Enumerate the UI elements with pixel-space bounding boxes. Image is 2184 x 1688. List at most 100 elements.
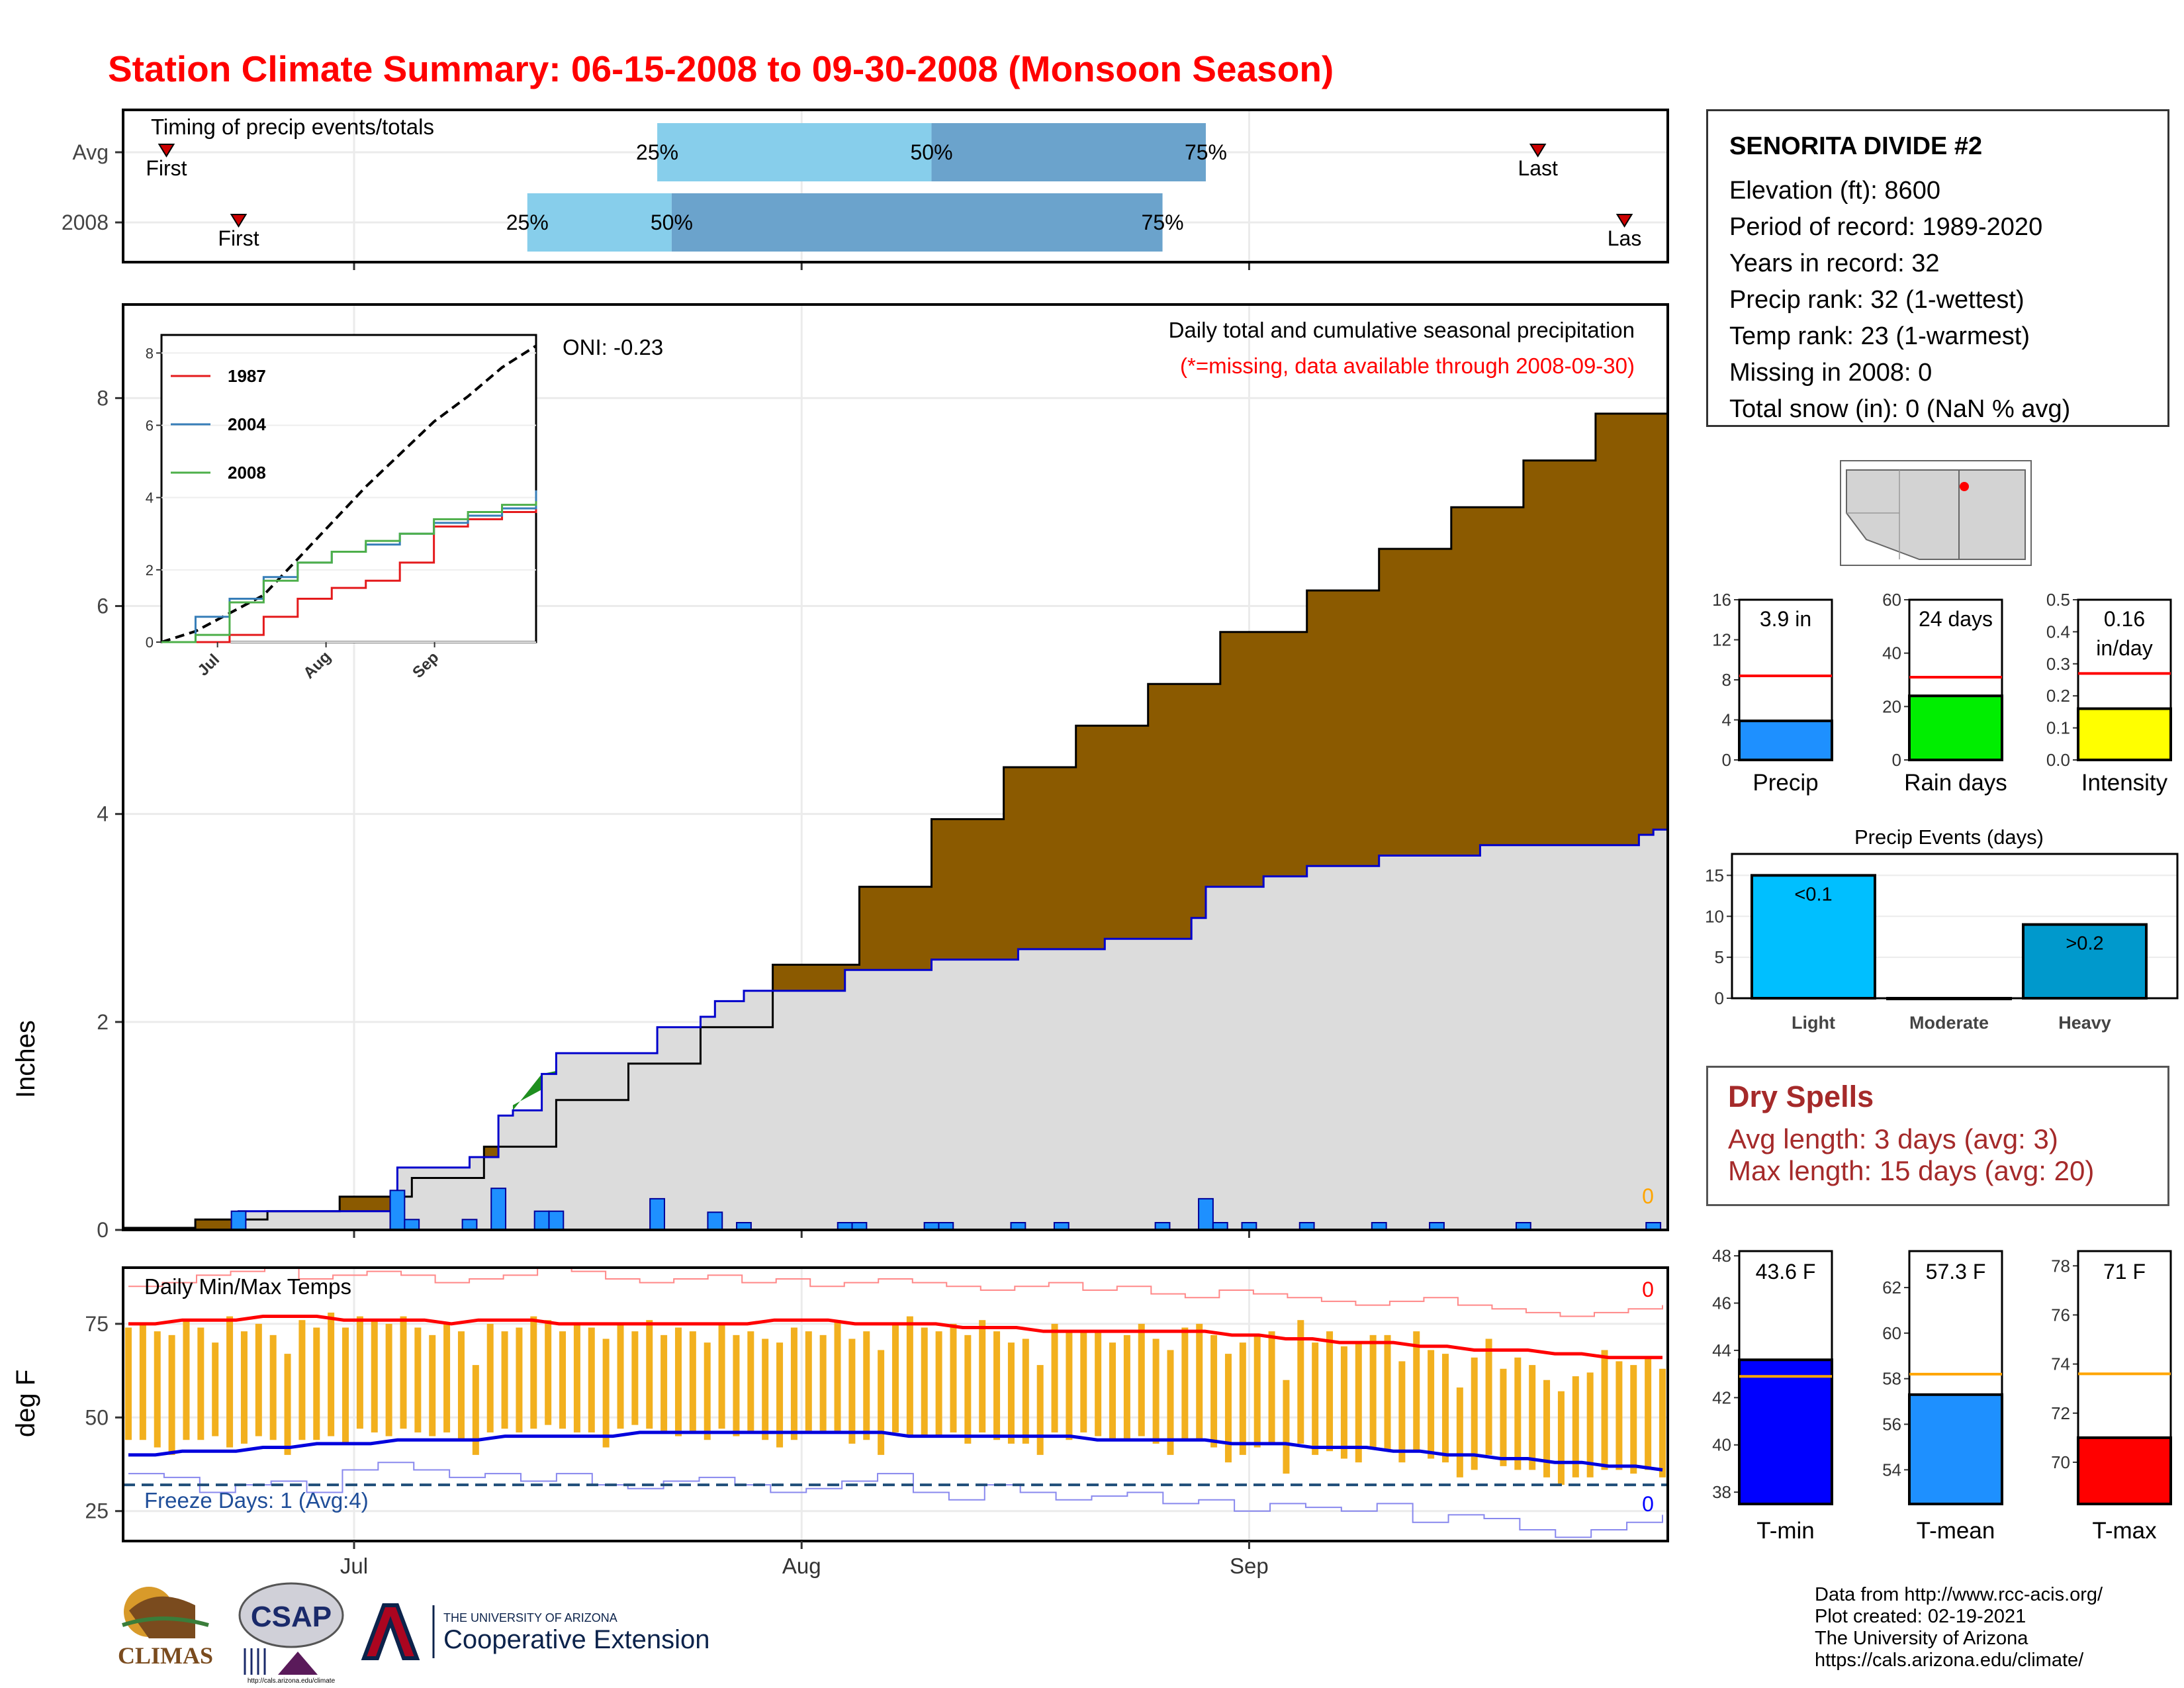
temp-range-bar	[1297, 1320, 1304, 1444]
timing-title: Timing of precip events/totals	[151, 115, 434, 139]
station-name: SENORITA DIVIDE #2	[1729, 132, 1983, 160]
timing-pct-label: 25%	[506, 211, 549, 234]
temp-range-bar	[1355, 1342, 1362, 1463]
temp-xtick-label: Aug	[782, 1554, 821, 1578]
csap-logo-text: CSAP	[251, 1601, 332, 1633]
tbar-ytick-label: 62	[1882, 1278, 1901, 1297]
timing-pct-label: 50%	[651, 211, 693, 234]
footer-line: https://cals.arizona.edu/climate/	[1815, 1650, 2084, 1671]
temp-range-bar	[1051, 1323, 1058, 1432]
daily-precip-bar	[404, 1219, 420, 1231]
temp-range-bar	[1398, 1361, 1406, 1463]
daily-precip-bar	[707, 1211, 723, 1231]
temp-range-bar	[1066, 1331, 1073, 1440]
timing-marker-label: First	[218, 226, 259, 250]
temp-range-bar	[1253, 1335, 1261, 1448]
mini-bar-value2: in/day	[2096, 636, 2152, 660]
mini-ytick-label: 0.1	[2046, 718, 2070, 738]
location-map	[1840, 460, 2032, 566]
main-precip-chart: 0 2 4 6 8 Inches ONI: -0.23 Daily total and …	[11, 303, 1669, 1242]
temp-range-bar	[269, 1335, 277, 1440]
mini-ytick-label: 0.4	[2046, 622, 2070, 641]
temp-range-bar	[371, 1320, 378, 1432]
footer-line: The University of Arizona	[1815, 1628, 2028, 1649]
tbar-ytick-label: 40	[1712, 1435, 1731, 1455]
mini-bar-value: 0.16	[2104, 607, 2145, 631]
temp-range-bar	[1471, 1357, 1478, 1470]
timing-row-label: 2008	[62, 211, 109, 234]
temp-range-bar	[660, 1335, 668, 1432]
missing-max: 0	[1642, 1278, 1654, 1301]
mini-bar-name: Intensity	[2081, 770, 2168, 796]
temp-xtick-label: Sep	[1230, 1554, 1269, 1578]
temp-range-bar	[226, 1316, 234, 1448]
tbar-ytick-label: 72	[2051, 1403, 2070, 1423]
temp-range-bar	[1601, 1350, 1608, 1470]
temp-range-bar	[588, 1327, 595, 1432]
tbar-name: T-max	[2092, 1518, 2157, 1544]
inset-line-avg	[161, 344, 537, 643]
temp-ytick-label: 50	[85, 1405, 109, 1429]
csap-url: http://cals.arizona.edu/climate	[248, 1677, 336, 1685]
mini-ytick-label: 0	[1892, 750, 1901, 770]
daily-precip-bar	[548, 1210, 565, 1231]
station-line: Precip rank: 32 (1-wettest)	[1729, 286, 2025, 314]
timing-marker-label: First	[146, 156, 187, 180]
mini-ytick-label: 40	[1882, 643, 1901, 663]
temp-range-bar	[863, 1331, 870, 1440]
temp-range-bar	[848, 1338, 856, 1444]
missing-count: 0	[1642, 1184, 1654, 1208]
tbar-ytick-label: 76	[2051, 1305, 2070, 1325]
climas-logo: CLIMAS	[118, 1587, 213, 1669]
footer-line: Plot created: 02-19-2021	[1815, 1606, 2026, 1627]
temp-range-bar	[443, 1323, 451, 1432]
tmax-record-line	[128, 1267, 1663, 1317]
temp-range-bar	[457, 1331, 465, 1440]
temp-range-bar	[212, 1342, 219, 1436]
cumulative-2008-area	[123, 824, 1668, 1230]
events-ytick-label: 10	[1705, 906, 1724, 926]
temp-range-bar	[240, 1331, 248, 1444]
temp-range-bar	[1181, 1327, 1189, 1440]
dry-spells-title: Dry Spells	[1728, 1080, 1874, 1113]
events-category-label: Light	[1792, 1013, 1835, 1033]
ua-line1: THE UNIVERSITY OF ARIZONA	[443, 1611, 617, 1624]
footer: Data from http://www.rcc-acis.org/ Plot …	[1815, 1584, 2103, 1671]
temp-range-bar	[602, 1338, 610, 1448]
mini-bar-value: 3.9 in	[1760, 607, 1811, 631]
daily-precip-bar	[1198, 1197, 1214, 1231]
temp-range-bar	[573, 1323, 580, 1432]
temp-range-bar	[1615, 1361, 1623, 1470]
timing-bar-25-50	[657, 123, 932, 181]
temp-range-bar	[762, 1338, 769, 1440]
daily-precip-bar	[461, 1219, 478, 1231]
station-line: Total snow (in): 0 (NaN % avg)	[1729, 395, 2071, 423]
temp-range-bar	[530, 1316, 537, 1429]
main-ylabel: Inches	[11, 1020, 40, 1098]
temp-range-bar	[385, 1323, 392, 1436]
mini-ytick-label: 16	[1712, 590, 1731, 610]
timing-marker	[1615, 214, 1633, 228]
temp-range-bar	[1428, 1350, 1435, 1459]
inset-legend-label: 2008	[228, 463, 266, 483]
main-desc: Daily total and cumulative seasonal prec…	[1169, 318, 1635, 342]
precip-events-title: Precip Events (days)	[1854, 825, 2044, 849]
tbar-ytick-label: 74	[2051, 1354, 2070, 1374]
inset-chart: 0 2 4 6 8 1987 2004 2008 Jul Aug Sep	[146, 334, 537, 682]
tmin-avg-line	[128, 1430, 1663, 1472]
temp-range-bar	[1196, 1323, 1203, 1440]
temp-range-bar	[1645, 1357, 1652, 1470]
inset-line-1987	[161, 508, 537, 643]
station-line: Missing in 2008: 0	[1729, 359, 1933, 387]
tmax-avg-line	[128, 1315, 1662, 1360]
temp-ylabel: deg F	[11, 1370, 40, 1437]
page-title: Station Climate Summary: 06-15-2008 to 0…	[108, 48, 1334, 89]
inset-legend-label: 2004	[228, 414, 266, 434]
timing-marker-label: Las	[1608, 226, 1642, 250]
timing-marker	[230, 214, 248, 228]
ua-line2: Cooperative Extension	[443, 1625, 709, 1654]
tbar-ytick-label: 38	[1712, 1482, 1731, 1502]
inset-ytick-label: 0	[146, 634, 154, 651]
dry-spells-line: Max length: 15 days (avg: 20)	[1728, 1155, 2095, 1186]
temp-range-bar	[559, 1331, 567, 1429]
